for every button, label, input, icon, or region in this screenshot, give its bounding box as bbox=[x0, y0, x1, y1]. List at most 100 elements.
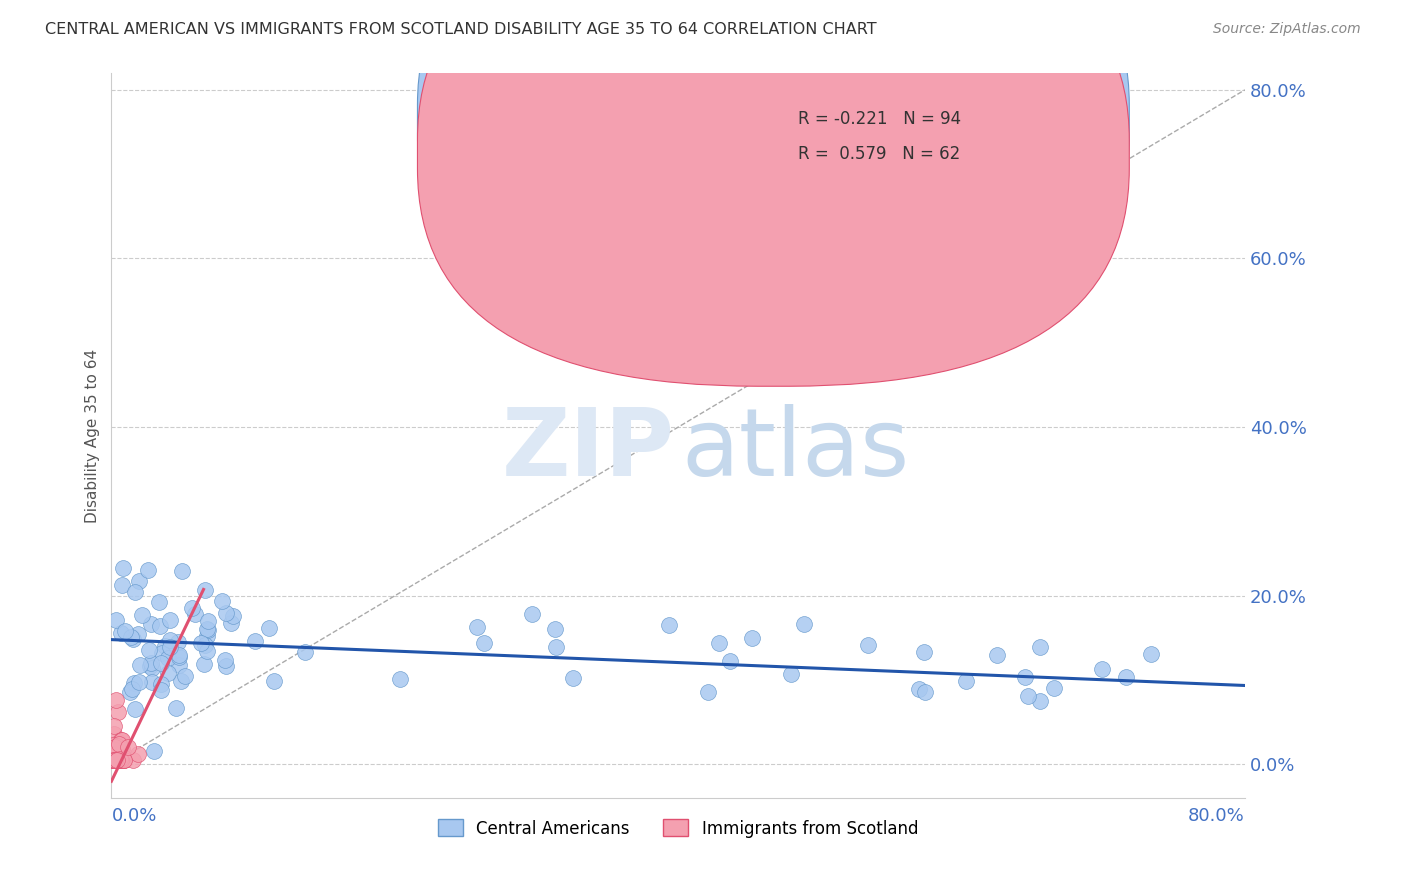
Point bbox=[741, 631, 763, 645]
Text: ZIP: ZIP bbox=[502, 404, 675, 496]
Point bbox=[127, 627, 149, 641]
Legend: Central Americans, Immigrants from Scotland: Central Americans, Immigrants from Scotl… bbox=[432, 813, 925, 844]
Point bbox=[122, 632, 145, 646]
Point bbox=[103, 740, 125, 755]
Point bbox=[108, 752, 131, 766]
Point bbox=[141, 674, 163, 689]
Point bbox=[112, 753, 135, 767]
Point bbox=[172, 564, 194, 578]
Point bbox=[141, 617, 163, 632]
Point bbox=[107, 753, 129, 767]
Point bbox=[214, 653, 236, 667]
Point bbox=[907, 681, 929, 696]
Point bbox=[1043, 681, 1066, 696]
FancyBboxPatch shape bbox=[418, 0, 1129, 386]
Point bbox=[110, 753, 132, 767]
Point bbox=[141, 657, 163, 671]
Point bbox=[194, 582, 217, 597]
Point bbox=[259, 621, 281, 635]
Point bbox=[112, 753, 135, 767]
Point bbox=[148, 595, 170, 609]
Point bbox=[174, 669, 197, 683]
Point bbox=[110, 626, 132, 640]
Point bbox=[219, 616, 242, 631]
Point bbox=[912, 645, 935, 659]
Point bbox=[124, 702, 146, 716]
Point bbox=[138, 642, 160, 657]
Point bbox=[101, 753, 124, 767]
Point bbox=[986, 648, 1008, 663]
Point bbox=[104, 753, 127, 767]
Point bbox=[108, 753, 131, 767]
Text: CENTRAL AMERICAN VS IMMIGRANTS FROM SCOTLAND DISABILITY AGE 35 TO 64 CORRELATION: CENTRAL AMERICAN VS IMMIGRANTS FROM SCOT… bbox=[45, 22, 876, 37]
Point bbox=[1029, 640, 1052, 654]
Point bbox=[101, 753, 124, 767]
Point bbox=[111, 732, 134, 747]
Point bbox=[720, 654, 742, 668]
Point bbox=[103, 753, 125, 767]
Point bbox=[107, 753, 129, 767]
Point bbox=[155, 639, 177, 653]
Point bbox=[121, 681, 143, 696]
Point bbox=[104, 753, 127, 767]
Point bbox=[111, 578, 134, 592]
Point bbox=[159, 640, 181, 654]
Point bbox=[111, 753, 134, 767]
Point bbox=[103, 753, 125, 767]
Point bbox=[101, 753, 124, 767]
Point bbox=[103, 753, 125, 767]
Text: R = -0.221   N = 94: R = -0.221 N = 94 bbox=[799, 111, 962, 128]
Point bbox=[149, 676, 172, 690]
Point bbox=[112, 753, 135, 767]
Point bbox=[110, 742, 132, 756]
Point bbox=[465, 620, 488, 634]
Point bbox=[150, 682, 173, 697]
Point bbox=[103, 741, 125, 756]
Point bbox=[193, 657, 215, 671]
FancyBboxPatch shape bbox=[735, 83, 1115, 183]
Point bbox=[104, 753, 127, 767]
Point bbox=[105, 753, 128, 767]
Point bbox=[169, 650, 191, 665]
Point bbox=[793, 616, 815, 631]
Text: 80.0%: 80.0% bbox=[1188, 806, 1244, 824]
FancyBboxPatch shape bbox=[418, 0, 1129, 351]
Point bbox=[101, 753, 124, 767]
Point bbox=[128, 657, 150, 672]
Point bbox=[104, 753, 127, 767]
Point bbox=[914, 685, 936, 699]
Point bbox=[1115, 670, 1137, 684]
Point bbox=[544, 622, 567, 636]
Point bbox=[128, 574, 150, 589]
Point bbox=[101, 753, 124, 767]
Point bbox=[697, 684, 720, 698]
Point bbox=[561, 671, 583, 685]
Point bbox=[195, 644, 218, 658]
Point bbox=[156, 651, 179, 665]
Point bbox=[159, 613, 181, 627]
Point bbox=[167, 635, 190, 649]
Point bbox=[520, 607, 543, 621]
Point bbox=[131, 607, 153, 622]
Point bbox=[104, 693, 127, 707]
Point bbox=[108, 753, 131, 767]
Point bbox=[105, 736, 128, 750]
Point bbox=[127, 747, 149, 762]
Point bbox=[195, 622, 218, 636]
Text: Source: ZipAtlas.com: Source: ZipAtlas.com bbox=[1213, 22, 1361, 37]
Point bbox=[141, 661, 163, 675]
Point bbox=[1014, 670, 1036, 684]
Point bbox=[150, 646, 173, 660]
Point bbox=[1028, 693, 1050, 707]
Point bbox=[149, 619, 172, 633]
Point bbox=[170, 673, 193, 688]
Point bbox=[101, 738, 124, 752]
Point bbox=[104, 753, 127, 767]
Point bbox=[104, 753, 127, 767]
Point bbox=[122, 753, 145, 767]
Point bbox=[101, 753, 124, 767]
Point bbox=[120, 630, 142, 644]
Point bbox=[194, 639, 217, 653]
Point bbox=[103, 753, 125, 767]
Point bbox=[117, 739, 139, 754]
